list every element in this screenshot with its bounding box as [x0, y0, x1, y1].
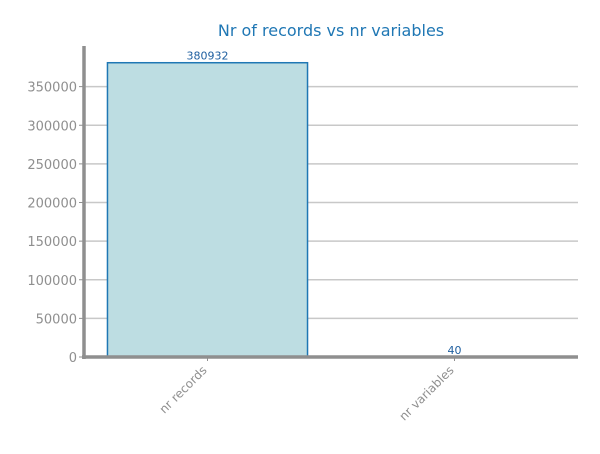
chart-title: Nr of records vs nr variables	[218, 21, 444, 40]
y-tick-label: 350000	[27, 81, 77, 96]
y-tick-label: 200000	[27, 197, 77, 212]
y-tick-label: 100000	[27, 274, 77, 289]
y-tick-label: 300000	[27, 119, 77, 134]
bar-value-label: 40	[448, 344, 462, 357]
x-axis-ticks: nr records nr variables	[157, 357, 457, 423]
y-tick-label: 150000	[27, 235, 77, 250]
x-tick-label: nr variables	[397, 363, 457, 423]
y-axis-ticks: 0 50000 100000 150000 200000 250000 300000 3500…	[27, 81, 84, 366]
axes	[82, 46, 578, 359]
bar	[106, 61, 309, 358]
bars: 380932 40	[106, 50, 556, 359]
x-tick-label: nr records	[157, 363, 210, 416]
y-tick-label: 250000	[27, 158, 77, 173]
bar-value-label: 380932	[187, 50, 229, 63]
y-tick-label: 0	[69, 351, 77, 366]
y-tick-label: 50000	[36, 312, 77, 327]
